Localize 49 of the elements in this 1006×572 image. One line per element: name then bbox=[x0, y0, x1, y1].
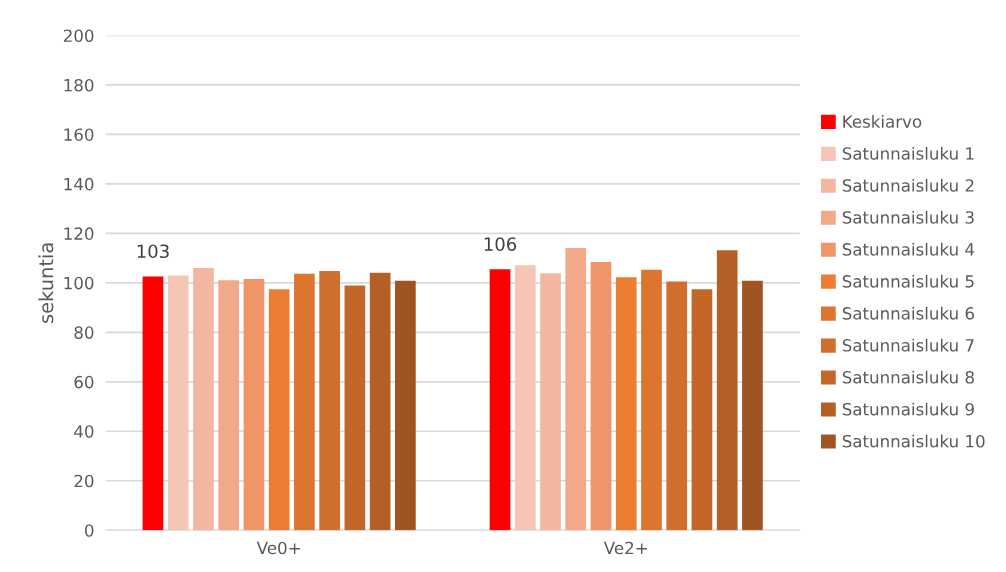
legend-label: Satunnaisluku 6 bbox=[842, 306, 974, 320]
y-tick-label: 0 bbox=[85, 524, 94, 537]
legend-label: Satunnaisluku 2 bbox=[842, 178, 974, 192]
y-tick-label: 160 bbox=[64, 128, 94, 141]
y-tick-label: 60 bbox=[74, 375, 94, 389]
bar bbox=[142, 276, 164, 531]
bar bbox=[514, 265, 536, 531]
bar bbox=[344, 285, 366, 531]
bar bbox=[641, 269, 662, 531]
legend-label: Satunnaisluku 4 bbox=[842, 242, 975, 256]
bar bbox=[395, 280, 416, 531]
legend-label: Satunnaisluku 3 bbox=[842, 210, 974, 224]
x-tick-label: Ve2+ bbox=[603, 541, 647, 555]
bar bbox=[167, 275, 189, 531]
bar bbox=[319, 270, 340, 531]
bar bbox=[268, 289, 290, 531]
y-tick-label: 140 bbox=[64, 177, 94, 191]
bar bbox=[565, 247, 587, 531]
bar bbox=[243, 278, 265, 531]
y-axis-title: sekuntia bbox=[38, 243, 54, 323]
y-tick-label: 80 bbox=[74, 326, 94, 339]
bar bbox=[193, 268, 214, 531]
bar bbox=[615, 277, 637, 531]
legend-label: Satunnaisluku 9 bbox=[842, 402, 974, 416]
bar bbox=[294, 273, 315, 531]
y-tick-label: 20 bbox=[74, 474, 94, 488]
bar bbox=[716, 250, 738, 531]
legend-label: Satunnaisluku 8 bbox=[842, 370, 974, 384]
bar bbox=[540, 273, 561, 531]
legend-label: Satunnaisluku 1 bbox=[842, 146, 974, 160]
data-label: 106 bbox=[484, 237, 517, 251]
y-tick-label: 120 bbox=[64, 227, 94, 240]
y-tick-label: 200 bbox=[63, 29, 94, 43]
legend-label: Keskiarvo bbox=[843, 114, 922, 128]
bar bbox=[590, 262, 612, 531]
x-tick-label: Ve0+ bbox=[256, 541, 300, 555]
bar bbox=[691, 289, 713, 531]
y-tick-label: 40 bbox=[74, 425, 94, 438]
y-tick-label: 100 bbox=[64, 276, 94, 290]
legend-label: Satunnaisluku 10 bbox=[842, 434, 985, 448]
data-label: 103 bbox=[137, 244, 169, 259]
bar bbox=[369, 272, 391, 531]
bar bbox=[218, 280, 240, 531]
bar bbox=[489, 269, 511, 531]
bar bbox=[666, 281, 688, 531]
bar bbox=[742, 280, 763, 531]
legend-label: Satunnaisluku 5 bbox=[842, 274, 974, 288]
legend-label: Satunnaisluku 7 bbox=[842, 338, 974, 352]
y-tick-label: 180 bbox=[64, 78, 94, 92]
